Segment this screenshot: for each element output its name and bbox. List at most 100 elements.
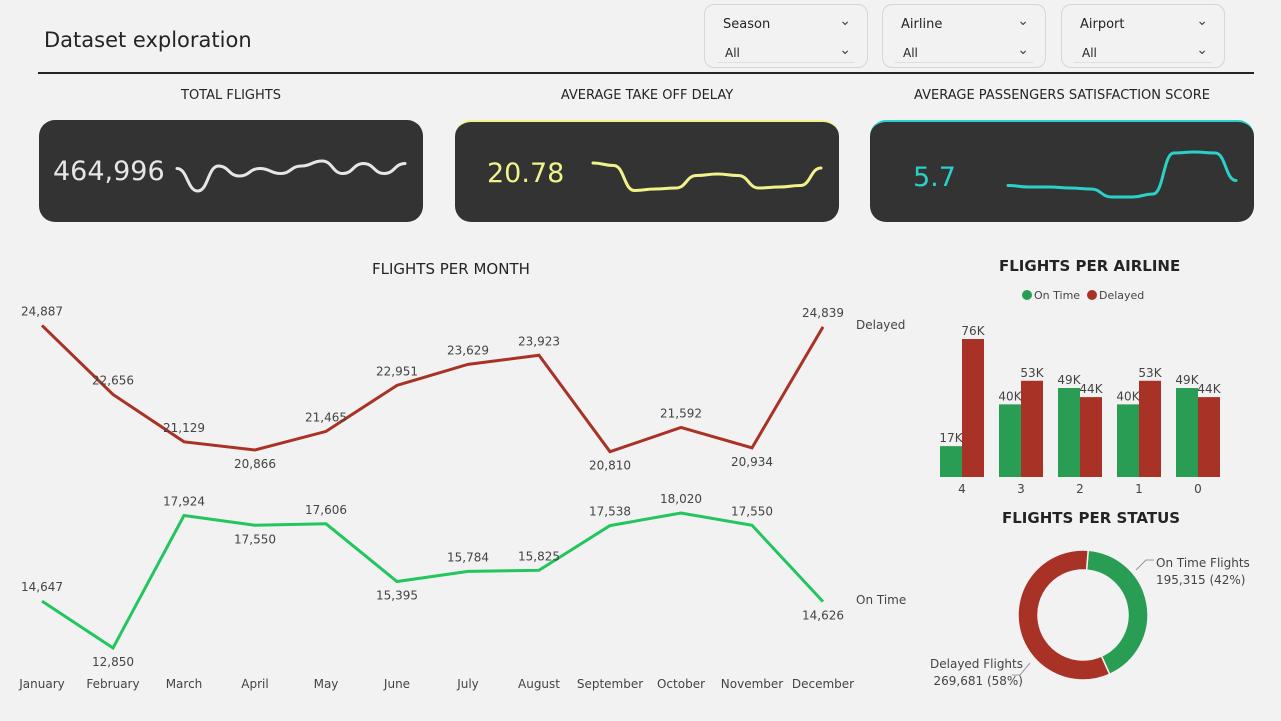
data-label: 17,550 — [731, 504, 773, 518]
bar-data-label: 40K — [998, 389, 1022, 403]
data-label: 20,934 — [731, 455, 773, 469]
chevron-down-icon[interactable]: ⌄ — [1196, 13, 1208, 29]
bar-delayed — [1139, 380, 1161, 477]
slice-name-label: Delayed Flights — [930, 657, 1023, 671]
bar-on-time — [1058, 388, 1080, 477]
chevron-down-icon[interactable]: ⌄ — [1196, 42, 1208, 58]
x-tick-label: August — [518, 677, 560, 691]
bar-on-time — [1176, 388, 1198, 477]
data-label: 12,850 — [92, 655, 134, 669]
x-tick-label: 1 — [1135, 482, 1143, 496]
leader-line — [1135, 559, 1154, 571]
data-label: 21,592 — [660, 406, 702, 420]
bar-delayed — [962, 339, 984, 477]
data-label: 23,629 — [447, 343, 489, 357]
kpi-satisfaction-value: 5.7 — [913, 162, 956, 193]
flights-per-status-chart: On Time Flights 195,315 (42%) Delayed Flig… — [930, 549, 1250, 688]
kpi-total-flights-title: TOTAL FLIGHTS — [181, 88, 281, 103]
bar-data-label: 49K — [1175, 373, 1199, 387]
bar-data-label: 17K — [939, 431, 963, 445]
bar-data-label: 49K — [1057, 373, 1081, 387]
data-label: 14,626 — [802, 609, 844, 623]
flights-per-month-title: FLIGHTS PER MONTH — [372, 260, 530, 278]
bar-data-label: 53K — [1138, 366, 1162, 380]
x-tick-label: April — [241, 677, 268, 691]
data-label: 22,951 — [376, 364, 418, 378]
kpi-card-satisfaction: 5.7 — [870, 120, 1254, 222]
chevron-down-icon[interactable]: ⌄ — [839, 13, 851, 29]
data-label: 23,923 — [518, 334, 560, 348]
bar-delayed — [1021, 380, 1043, 477]
season-slicer-label: Season — [723, 17, 771, 32]
season-slicer[interactable]: Season ⌄ All ⌄ — [704, 4, 868, 68]
legend-delayed-marker — [1087, 290, 1097, 300]
bar-data-label: 53K — [1020, 366, 1044, 380]
airline-slicer-label: Airline — [901, 17, 943, 32]
x-tick-label: February — [86, 677, 139, 691]
bar-on-time — [1117, 404, 1139, 477]
airline-value: All — [903, 46, 918, 60]
leader-line — [1012, 662, 1031, 676]
data-label: 18,020 — [660, 492, 702, 506]
data-label: 24,839 — [802, 306, 844, 320]
bar-data-label: 44K — [1197, 382, 1221, 396]
series-label-delayed: Delayed — [856, 318, 905, 332]
data-label: 17,924 — [163, 495, 205, 509]
data-label: 21,129 — [163, 421, 205, 435]
data-label: 17,606 — [305, 503, 347, 517]
page-title: Dataset exploration — [44, 28, 252, 52]
data-label: 20,810 — [589, 459, 631, 473]
kpi-card-total-flights: 464,996 — [39, 120, 423, 222]
chevron-down-icon[interactable]: ⌄ — [839, 42, 851, 58]
sparkline-path — [175, 159, 407, 193]
season-value: All — [725, 46, 740, 60]
x-tick-label: September — [577, 677, 643, 691]
data-label: 15,825 — [518, 549, 560, 563]
flights-per-status-title: FLIGHTS PER STATUS — [1002, 509, 1181, 527]
airport-slicer[interactable]: Airport ⌄ All ⌄ — [1061, 4, 1225, 68]
x-tick-label: 4 — [958, 482, 966, 496]
bar-data-label: 76K — [961, 324, 985, 338]
kpi-satisfaction-title: AVERAGE PASSENGERS SATISFACTION SCORE — [914, 88, 1210, 103]
data-label: 20,866 — [234, 457, 276, 471]
x-tick-label: 0 — [1194, 482, 1202, 496]
kpi-total-flights-value: 464,996 — [53, 156, 165, 187]
title-divider — [38, 72, 1254, 74]
season-dropdown[interactable]: All ⌄ — [717, 39, 855, 63]
chevron-down-icon[interactable]: ⌄ — [1017, 42, 1029, 58]
data-label: 15,784 — [447, 550, 489, 564]
kpi-delay-title: AVERAGE TAKE OFF DELAY — [560, 88, 734, 103]
data-label: 14,647 — [21, 580, 63, 594]
bar-on-time — [999, 404, 1021, 477]
x-tick-label: June — [383, 677, 410, 691]
airline-slicer[interactable]: Airline ⌄ All ⌄ — [882, 4, 1046, 68]
x-tick-label: March — [166, 677, 203, 691]
airport-value: All — [1082, 46, 1097, 60]
on-time-series-line — [41, 511, 825, 651]
airport-dropdown[interactable]: All ⌄ — [1074, 39, 1212, 63]
slice-name-label: On Time Flights — [1156, 556, 1250, 570]
data-label: 22,656 — [92, 374, 134, 388]
slice-value-label: 269,681 (58%) — [934, 674, 1023, 688]
slice-delayed — [1017, 549, 1111, 681]
x-tick-label: November — [721, 677, 783, 691]
chevron-down-icon[interactable]: ⌄ — [1017, 13, 1029, 29]
bar-data-label: 44K — [1079, 382, 1103, 396]
flights-per-airline-title: FLIGHTS PER AIRLINE — [999, 257, 1181, 275]
series-label-on-time: On Time — [856, 593, 906, 607]
airline-dropdown[interactable]: All ⌄ — [895, 39, 1033, 63]
slice-on-time — [1085, 549, 1149, 676]
legend-on-time-marker — [1022, 290, 1032, 300]
x-tick-label: 3 — [1017, 482, 1025, 496]
kpi-card-delay: 20.78 — [455, 120, 839, 222]
data-label: 24,887 — [21, 304, 63, 318]
legend-on-time-label: On Time — [1034, 289, 1080, 302]
bar-delayed — [1198, 397, 1220, 477]
airport-slicer-label: Airport — [1080, 17, 1125, 32]
sparkline-path — [1006, 150, 1238, 199]
delayed-series-line — [40, 324, 825, 454]
data-label: 17,550 — [234, 532, 276, 546]
kpi-sparkline — [591, 161, 823, 193]
kpi-sparkline — [175, 159, 407, 193]
legend-delayed-label: Delayed — [1099, 289, 1144, 302]
